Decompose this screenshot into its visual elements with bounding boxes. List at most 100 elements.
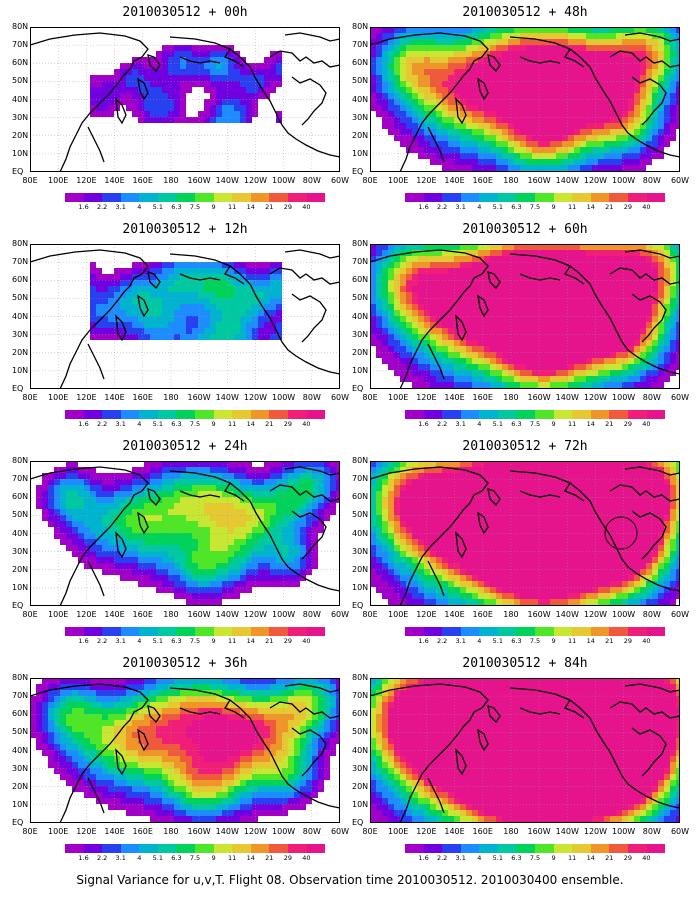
field-cell	[580, 346, 586, 352]
field-cell	[376, 461, 382, 467]
field-cell	[400, 346, 406, 352]
field-cell	[228, 533, 234, 539]
field-cell	[670, 123, 676, 129]
field-cell	[210, 539, 216, 545]
field-cell	[252, 581, 258, 587]
field-cell	[430, 316, 436, 322]
field-cell	[78, 545, 84, 551]
field-cell	[628, 165, 634, 171]
field-cell	[210, 93, 216, 99]
colorbar-label: 7.5	[189, 637, 201, 645]
field-cell	[568, 485, 574, 491]
field-cell	[652, 491, 658, 497]
field-cell	[418, 334, 424, 340]
field-cell	[234, 322, 240, 328]
field-cell	[442, 310, 448, 316]
field-cell	[388, 274, 394, 280]
field-cell	[472, 280, 478, 286]
field-cell	[550, 382, 556, 388]
field-cell	[472, 364, 478, 370]
field-cell	[264, 509, 270, 515]
field-cell	[580, 45, 586, 51]
field-cell	[616, 159, 622, 165]
field-cell	[144, 485, 150, 491]
field-cell	[454, 262, 460, 268]
field-cell	[646, 467, 652, 473]
field-cell	[270, 262, 276, 268]
field-cell	[198, 334, 204, 340]
field-cell	[442, 141, 448, 147]
field-cell	[388, 304, 394, 310]
field-cell	[216, 99, 222, 105]
field-cell	[478, 370, 484, 376]
field-cell	[628, 57, 634, 63]
field-cell	[586, 147, 592, 153]
field-cell	[634, 57, 640, 63]
field-cell	[186, 87, 192, 93]
field-cell	[216, 310, 222, 316]
field-cell	[616, 298, 622, 304]
field-cell	[246, 461, 252, 467]
field-cell	[90, 479, 96, 485]
field-cell	[562, 497, 568, 503]
field-cell	[246, 527, 252, 533]
field-cell	[538, 39, 544, 45]
field-cell	[66, 515, 72, 521]
field-cell	[394, 485, 400, 491]
field-cell	[72, 551, 78, 557]
colorbar-swatch	[287, 627, 307, 636]
field-cell	[406, 268, 412, 274]
field-cell	[222, 322, 228, 328]
field-cell	[514, 268, 520, 274]
field-cell	[150, 111, 156, 117]
field-cell	[198, 81, 204, 87]
field-cell	[228, 111, 234, 117]
field-cell	[300, 527, 306, 533]
field-cell	[460, 503, 466, 509]
field-cell	[652, 123, 658, 129]
field-cell	[400, 33, 406, 39]
field-cell	[192, 581, 198, 587]
field-cell	[478, 364, 484, 370]
field-cell	[514, 250, 520, 256]
field-cell	[90, 551, 96, 557]
field-cell	[592, 45, 598, 51]
field-cell	[568, 328, 574, 334]
field-cell	[640, 274, 646, 280]
field-cell	[634, 461, 640, 467]
field-cell	[562, 316, 568, 322]
field-cell	[568, 370, 574, 376]
field-cell	[562, 298, 568, 304]
colorbar-swatch	[553, 193, 573, 202]
field-cell	[592, 147, 598, 153]
field-cell	[610, 75, 616, 81]
field-cell	[550, 376, 556, 382]
field-cell	[174, 268, 180, 274]
field-cell	[162, 467, 168, 473]
field-cell	[102, 310, 108, 316]
field-cell	[126, 515, 132, 521]
field-cell	[150, 527, 156, 533]
field-cell	[394, 286, 400, 292]
longitude-labels: 80E 100E 120E 140E 160E 180 160W 140W 120W 100W 80…	[20, 176, 350, 186]
field-cell	[126, 105, 132, 111]
field-cell	[264, 467, 270, 473]
field-cell	[102, 473, 108, 479]
field-cell	[526, 141, 532, 147]
field-cell	[394, 352, 400, 358]
field-cell	[138, 527, 144, 533]
field-cell	[526, 340, 532, 346]
field-cell	[258, 93, 264, 99]
field-cell	[418, 33, 424, 39]
field-cell	[424, 135, 430, 141]
field-cell	[466, 346, 472, 352]
field-cell	[156, 503, 162, 509]
field-cell	[276, 509, 282, 515]
field-cell	[234, 304, 240, 310]
field-cell	[442, 346, 448, 352]
field-cell	[120, 286, 126, 292]
field-cell	[156, 262, 162, 268]
colorbar: 1.6 2.2 3.1 4 5.1 6.3 7.5 9 11 14 21 29 40	[405, 410, 666, 430]
field-cell	[102, 539, 108, 545]
field-cell	[418, 322, 424, 328]
